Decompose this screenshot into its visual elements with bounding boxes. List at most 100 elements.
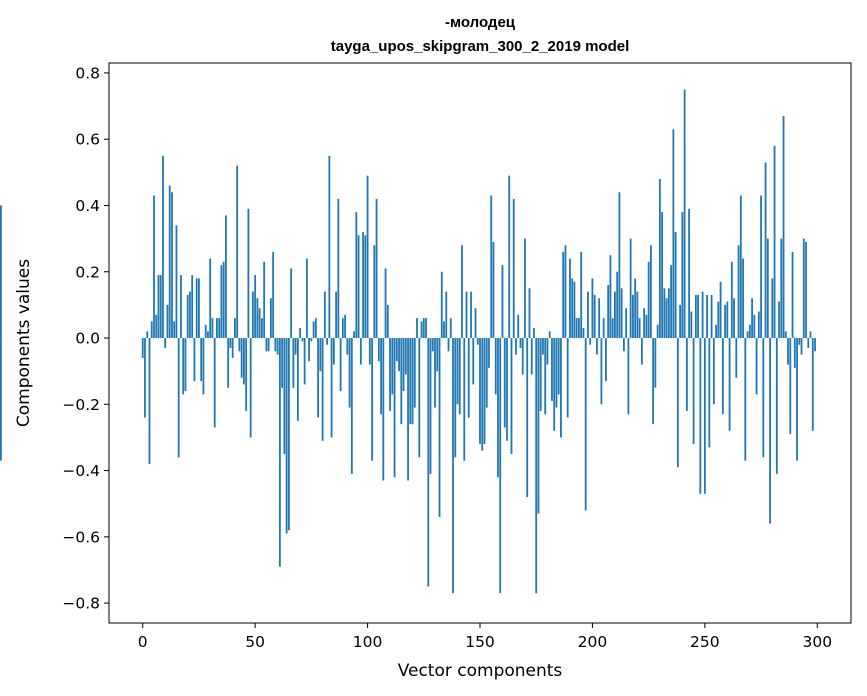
- bar-173: [530, 338, 533, 375]
- bar-25: [198, 278, 200, 339]
- bar-130: [434, 338, 436, 408]
- bar-100: [366, 175, 369, 339]
- bar-118: [407, 338, 409, 481]
- bar-129: [431, 338, 434, 352]
- bar-155: [490, 195, 493, 339]
- bar-150: [479, 338, 481, 445]
- x-tick-label: 150: [465, 633, 495, 651]
- bar-53: [261, 318, 263, 339]
- bar-107: [382, 338, 385, 481]
- bar-112: [393, 338, 396, 478]
- bar-245: [692, 338, 695, 445]
- bar-67: [292, 338, 295, 388]
- bar-102: [371, 338, 373, 461]
- bar-16: [177, 338, 180, 458]
- bar-104: [375, 198, 378, 339]
- bar-296: [807, 338, 810, 348]
- y-tick-label: −0.6: [62, 528, 100, 546]
- bar-271: [751, 298, 753, 339]
- bar-196: [582, 328, 585, 339]
- bar-68: [294, 338, 297, 355]
- bar-14: [173, 321, 176, 339]
- bar-246: [694, 294, 697, 339]
- bar-256: [717, 301, 720, 339]
- bar-259: [724, 304, 726, 339]
- bar-229: [656, 324, 659, 339]
- bar-128: [429, 338, 432, 474]
- bar-96: [357, 235, 360, 339]
- bar-131: [436, 338, 439, 372]
- bar-35: [220, 265, 223, 339]
- bar-298: [811, 338, 814, 431]
- bar-63: [283, 338, 286, 455]
- bar-146: [470, 291, 472, 339]
- bar-77: [314, 318, 317, 339]
- bar-6: [155, 314, 158, 339]
- bar-221: [638, 318, 641, 339]
- bar-10: [164, 338, 167, 348]
- bar-125: [422, 318, 425, 339]
- x-tick-label: 200: [578, 633, 608, 651]
- bar-284: [780, 238, 783, 339]
- bar-52: [258, 308, 261, 339]
- bar-60: [276, 338, 279, 355]
- bar-257: [719, 281, 722, 339]
- bar-140: [456, 338, 459, 405]
- bar-9: [162, 155, 164, 339]
- bar-110: [389, 338, 391, 411]
- bar-217: [629, 238, 632, 339]
- bar-152: [483, 338, 486, 445]
- bar-200: [591, 278, 594, 339]
- bar-90: [344, 314, 346, 339]
- bar-132: [438, 338, 441, 517]
- bar-242: [685, 338, 688, 411]
- bar-285: [782, 116, 785, 339]
- bar-177: [539, 338, 542, 411]
- bar-57: [269, 298, 272, 339]
- bar-8: [159, 275, 162, 339]
- bar-254: [712, 338, 715, 405]
- bar-222: [640, 338, 643, 365]
- bar-80: [321, 338, 324, 441]
- bar-undefined: [0, 205, 2, 339]
- bar-117: [404, 338, 407, 375]
- bar-205: [602, 318, 605, 339]
- bar-119: [409, 338, 412, 425]
- bar-280: [771, 278, 774, 339]
- bar-136: [447, 338, 450, 352]
- bar-46: [245, 338, 248, 411]
- bar-113: [395, 338, 398, 362]
- bar-235: [670, 265, 673, 339]
- bar-162: [506, 338, 508, 441]
- bar-247: [697, 294, 699, 339]
- bar-209: [611, 318, 614, 339]
- bar-109: [386, 304, 389, 339]
- bar-180: [546, 338, 549, 365]
- bar-139: [454, 338, 457, 458]
- bar-267: [742, 258, 744, 339]
- bar-7: [157, 275, 160, 339]
- bar-21: [189, 291, 191, 339]
- bar-266: [739, 195, 742, 339]
- bar-215: [625, 308, 628, 339]
- x-tick-label: 0: [138, 633, 148, 651]
- bar-31: [211, 318, 214, 339]
- bar-121: [413, 338, 416, 408]
- bar-91: [346, 338, 349, 355]
- bar-265: [737, 245, 740, 339]
- bar-156: [492, 241, 495, 339]
- bar-126: [425, 318, 427, 339]
- bar-255: [715, 324, 717, 339]
- bar-47: [247, 208, 250, 339]
- bar-133: [440, 271, 443, 339]
- bar-230: [658, 178, 661, 339]
- bar-268: [744, 338, 747, 461]
- bar-203: [598, 298, 601, 339]
- bar-272: [753, 314, 756, 339]
- bar-214: [623, 338, 625, 352]
- bar-143: [463, 338, 466, 461]
- bar-38: [227, 338, 230, 388]
- bar-149: [476, 338, 479, 345]
- bar-158: [497, 338, 499, 478]
- bar-127: [427, 338, 430, 587]
